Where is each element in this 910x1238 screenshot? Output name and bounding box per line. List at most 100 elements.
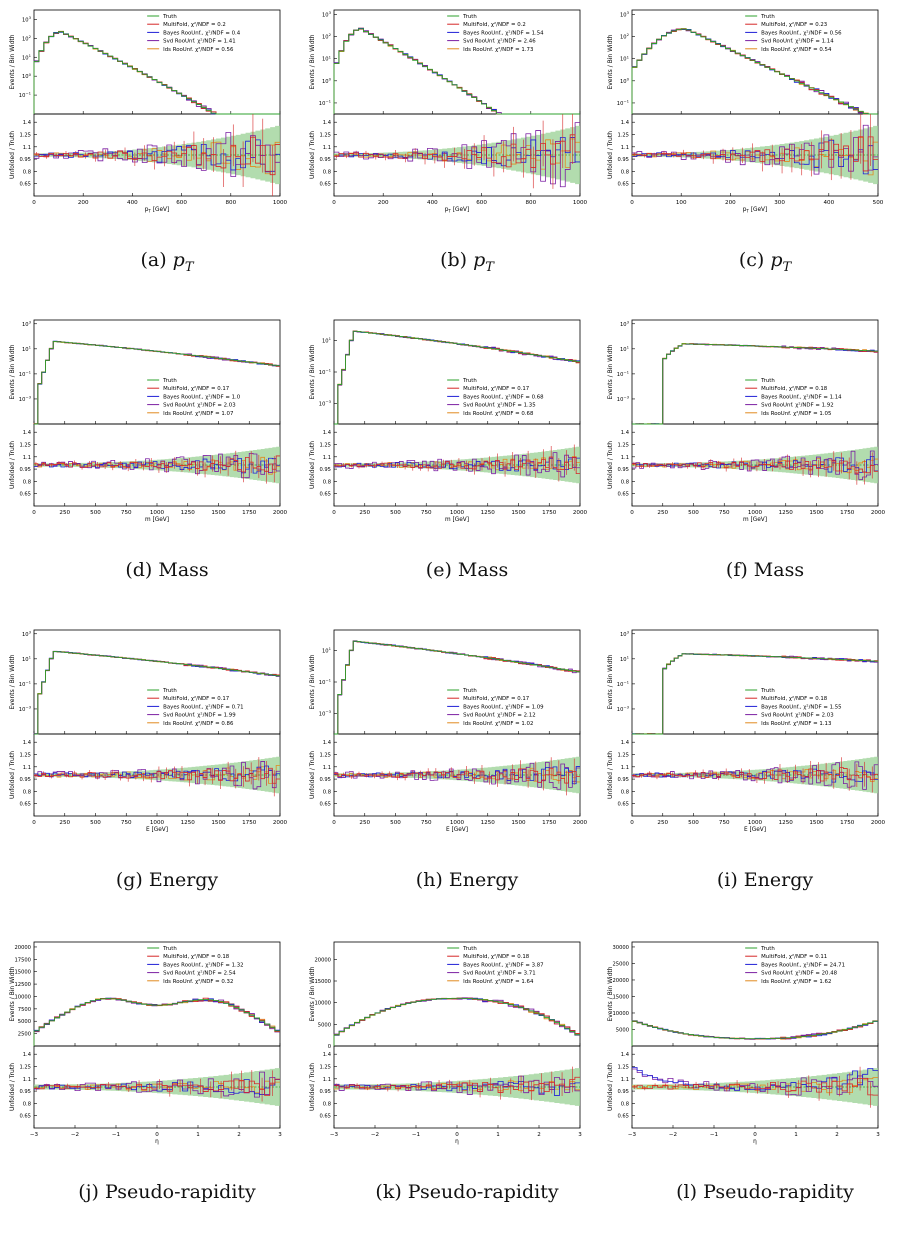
legend-label-multifold: MultiFold, χ²/NDF = 0.18 [761, 385, 828, 392]
legend-label-truth: Truth [760, 378, 775, 384]
x-tick-label: 250 [657, 820, 668, 826]
x-tick-label: 1750 [242, 820, 257, 826]
y-tick-label: 10−1 [319, 368, 332, 376]
y-tick-label: 101 [620, 54, 630, 62]
ratio-line-svd [334, 1075, 580, 1096]
legend-label-ids: Ids RooUnf. χ²/NDF = 1.05 [761, 410, 831, 417]
legend-label-ids: Ids RooUnf. χ²/NDF = 0.32 [163, 978, 233, 985]
ratio-tick-label: 1.1 [23, 1077, 31, 1083]
legend-label-bayes: Bayes RooUnf., χ²/NDF = 0.4 [163, 29, 241, 36]
ratio-tick-label: 1.4 [323, 740, 332, 746]
y-tick-label: 101 [322, 54, 332, 62]
y-tick-label: 100 [322, 76, 332, 84]
ratio-tick-label: 0.95 [319, 777, 331, 783]
ratio-tick-label: 0.95 [319, 157, 331, 163]
chart-f: Events / Bin Width Unfolded / Truth 103 101… [607, 319, 886, 523]
series-line-ids [33, 341, 280, 425]
x-tick-label: 1000 [748, 510, 763, 516]
x-tick-label: −3 [628, 1132, 637, 1138]
top-axes-frame [33, 941, 281, 1047]
ratio-tick-label: 1.4 [323, 1052, 332, 1058]
x-tick-label: 2000 [573, 510, 588, 516]
x-tick-label: 2 [835, 1132, 839, 1138]
legend-label-svd: Svd RooUnf. χ²/NDF = 3.71 [463, 970, 535, 977]
y-tick-label: 12500 [14, 982, 31, 988]
x-tick-label: 800 [525, 200, 536, 206]
x-tick-label: 1000 [450, 510, 465, 516]
ratio-tick-label: 0.65 [617, 1114, 629, 1120]
y-tick-label: 103 [620, 319, 630, 327]
ratio-line-multifold [34, 1078, 280, 1096]
legend-label-svd: Svd RooUnf. χ²/NDF = 1.99 [163, 712, 236, 719]
y-axis-label-ratio: Unfolded / Truth [607, 441, 614, 489]
x-tick-label: 1500 [809, 820, 824, 826]
series-line-ids [333, 997, 580, 1046]
series-line-truth [632, 343, 878, 425]
ratio-tick-label: 1.4 [23, 1052, 32, 1058]
series-line-svd [33, 340, 280, 425]
chart-e: Events / Bin Width Unfolded / Truth 101 10−… [309, 319, 588, 523]
legend-label-ids: Ids RooUnf. χ²/NDF = 0.86 [163, 720, 234, 727]
series-line-truth [34, 650, 280, 735]
series-line-bayes [34, 340, 280, 425]
ratio-tick-label: 1.1 [23, 765, 31, 771]
caption-variable: p [770, 249, 783, 271]
ratio-tick-label: 1.25 [319, 753, 331, 759]
x-tick-label: 1250 [779, 820, 794, 826]
x-tick-label: 2 [237, 1132, 241, 1138]
x-tick-label: 1 [794, 1132, 798, 1138]
ratio-tick-label: 1.4 [621, 740, 630, 746]
series-line-bayes [631, 1020, 878, 1046]
x-tick-label: 1000 [748, 820, 763, 826]
ratio-tick-label: 1.1 [323, 1077, 331, 1083]
y-tick-label: 100 [620, 76, 630, 84]
y-tick-label: 10−3 [617, 705, 630, 713]
y-tick-label: 15000 [14, 970, 31, 976]
x-tick-label: −3 [330, 1132, 339, 1138]
caption-b: (b) pT [322, 249, 612, 275]
x-tick-label: 750 [421, 820, 432, 826]
caption-g: (g) Energy [22, 869, 312, 891]
ratio-tick-label: 1.1 [323, 455, 331, 461]
x-tick-label: 200 [78, 200, 89, 206]
ratio-line-multifold [632, 1077, 878, 1096]
legend-label-multifold: MultiFold, χ²/NDF = 0.23 [761, 21, 827, 28]
ratio-tick-label: 0.65 [319, 1114, 331, 1120]
ratio-tick-label: 0.8 [23, 169, 31, 175]
ratio-line-multifold [334, 767, 580, 784]
ratio-tick-label: 1.4 [23, 740, 32, 746]
ratio-tick-label: 1.1 [23, 145, 31, 151]
legend-label-multifold: MultiFold, χ²/NDF = 0.17 [163, 695, 229, 702]
x-tick-label: 0 [332, 820, 336, 826]
chart-l: Events / Bin Width Unfolded / Truth 30000 2… [607, 941, 880, 1145]
ratio-tick-label: 0.65 [319, 492, 331, 498]
caption-variable: p [172, 249, 185, 271]
y-tick-label: 25000 [612, 961, 629, 967]
series-line-svd [333, 997, 580, 1046]
y-axis-label-ratio: Unfolded / Truth [309, 441, 316, 489]
legend-label-multifold: MultiFold, χ²/NDF = 0.18 [463, 953, 530, 960]
ratio-tick-label: 1.4 [323, 120, 332, 126]
y-tick-label: 10000 [612, 1011, 629, 1017]
y-tick-label: 10−1 [617, 99, 630, 107]
x-tick-label: 200 [725, 200, 736, 206]
x-tick-label: 1250 [181, 820, 196, 826]
series-line-ids [33, 30, 280, 115]
panel-i: Events / Bin Width Unfolded / Truth 103 101… [607, 622, 910, 926]
x-axis-label: E [GeV] [744, 827, 766, 833]
top-axes-frame [333, 9, 581, 115]
y-tick-label: 100 [22, 72, 32, 80]
x-tick-label: 250 [59, 510, 70, 516]
legend-label-multifold: MultiFold, χ²/NDF = 0.2 [463, 21, 526, 28]
x-tick-label: 250 [359, 820, 370, 826]
y-axis-label-ratio: Unfolded / Truth [9, 751, 16, 799]
x-tick-label: 1750 [542, 510, 557, 516]
x-axis-label: m [GeV] [445, 517, 469, 523]
top-axes-frame [333, 629, 581, 735]
y-tick-label: 10−1 [319, 99, 332, 107]
y-axis-label-top: Events / Bin Width [309, 34, 316, 89]
series-line-bayes [333, 997, 580, 1046]
panel-b: Events / Bin Width Unfolded / Truth 103 102… [309, 2, 612, 306]
legend-label-bayes: Bayes RooUnf., χ²/NDF = 1.09 [463, 703, 544, 710]
